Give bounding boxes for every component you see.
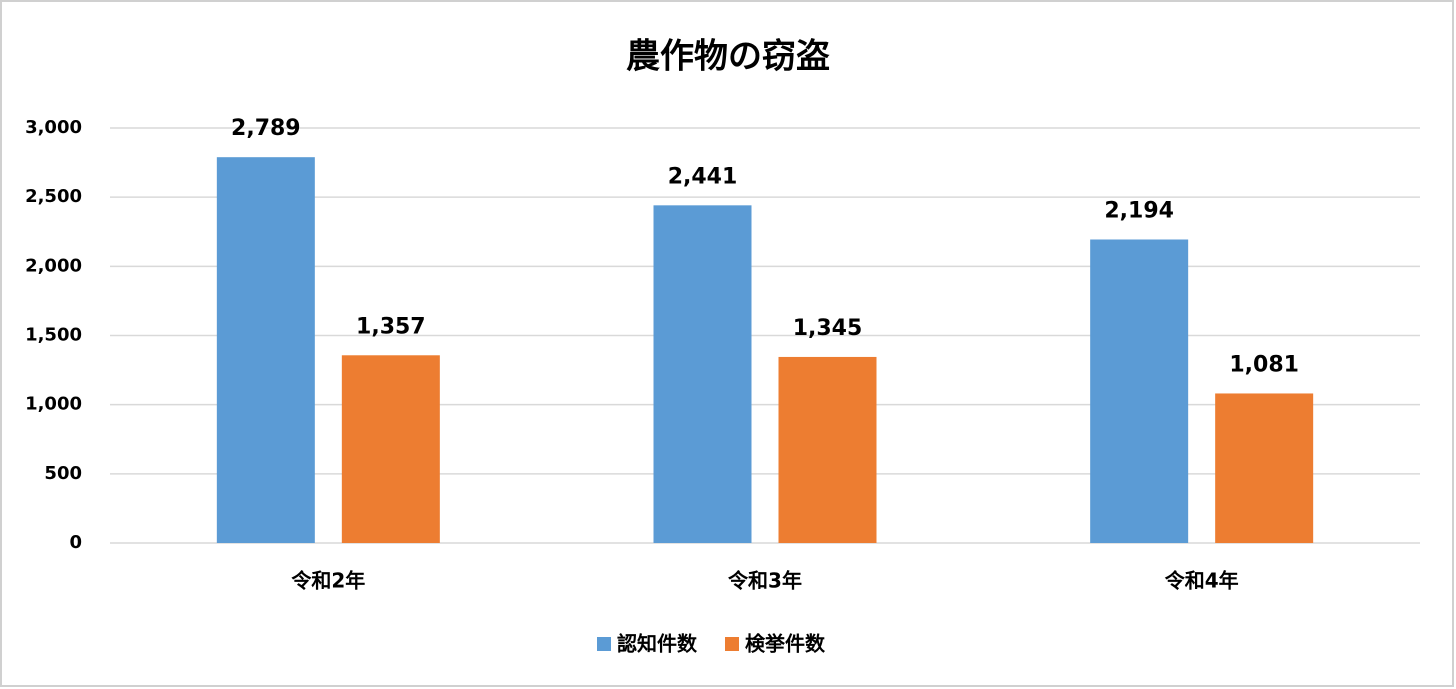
bar (653, 205, 752, 543)
x-tick-label: 令和3年 (728, 569, 802, 593)
bar (341, 355, 440, 543)
bar (216, 157, 315, 543)
legend-label: 検挙件数 (745, 632, 826, 656)
legend-label: 認知件数 (617, 632, 698, 656)
legend-swatch (725, 637, 739, 651)
bar (1090, 239, 1189, 543)
x-tick-label: 令和2年 (291, 569, 365, 593)
value-label: 2,194 (1104, 198, 1174, 223)
y-tick-label: 2,500 (25, 186, 82, 207)
x-tick-label: 令和4年 (1165, 569, 1239, 593)
bar (1215, 393, 1314, 543)
y-tick-label: 3,000 (25, 117, 82, 138)
value-label: 2,789 (231, 116, 301, 141)
y-tick-label: 1,000 (25, 394, 82, 415)
y-tick-label: 1,500 (25, 325, 82, 346)
value-label: 1,357 (356, 314, 426, 339)
y-tick-label: 0 (69, 532, 82, 553)
value-label: 2,441 (668, 164, 738, 189)
value-label: 1,345 (793, 316, 863, 341)
chart-title: 農作物の窃盗 (626, 37, 830, 77)
y-tick-label: 2,000 (25, 255, 82, 276)
bar (778, 356, 877, 543)
y-tick-label: 500 (44, 463, 82, 484)
legend-swatch (597, 637, 611, 651)
value-label: 1,081 (1229, 352, 1299, 377)
